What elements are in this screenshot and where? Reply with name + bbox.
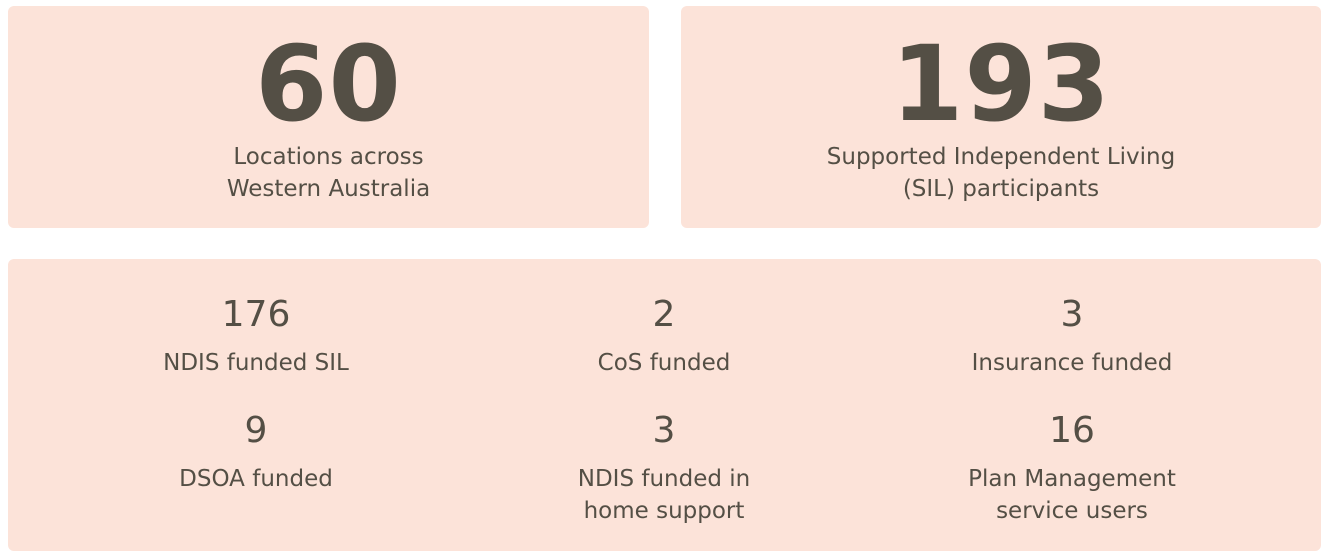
stat-item: 16 Plan Management service users — [868, 411, 1276, 527]
stat-label: CoS funded — [597, 350, 731, 376]
highlight-card: 60 Locations across Western Australia — [8, 6, 649, 228]
stat-number: 176 — [221, 294, 291, 335]
stat-label: DSOA funded — [179, 466, 333, 492]
stat-label: NDIS funded SIL — [163, 350, 349, 376]
highlight-number: 193 — [890, 23, 1112, 145]
highlight-label: Supported Independent Living (SIL) parti… — [826, 144, 1176, 202]
stat-item: 9 DSOA funded — [52, 411, 460, 495]
stat-number: 2 — [652, 294, 676, 335]
stat-number: 3 — [652, 410, 676, 451]
highlight-number: 60 — [255, 23, 402, 145]
stat-number: 9 — [244, 410, 268, 451]
stat-item: 3 NDIS funded in home support — [460, 411, 868, 527]
stat-label: Insurance funded — [971, 350, 1173, 376]
stat-label: NDIS funded in home support — [577, 466, 751, 524]
stat-label: Plan Management service users — [968, 466, 1176, 524]
stats-card: 176 NDIS funded SIL 2 CoS funded 3 Insurance … — [8, 259, 1321, 551]
stat-item: 2 CoS funded — [460, 295, 868, 379]
stat-number: 16 — [1049, 410, 1095, 451]
highlight-label: Locations across Western Australia — [226, 144, 431, 202]
highlight-card: 193 Supported Independent Living (SIL) p… — [681, 6, 1321, 228]
stat-item: 3 Insurance funded — [868, 295, 1276, 379]
stat-number: 3 — [1060, 294, 1084, 335]
stat-item: 176 NDIS funded SIL — [52, 295, 460, 379]
